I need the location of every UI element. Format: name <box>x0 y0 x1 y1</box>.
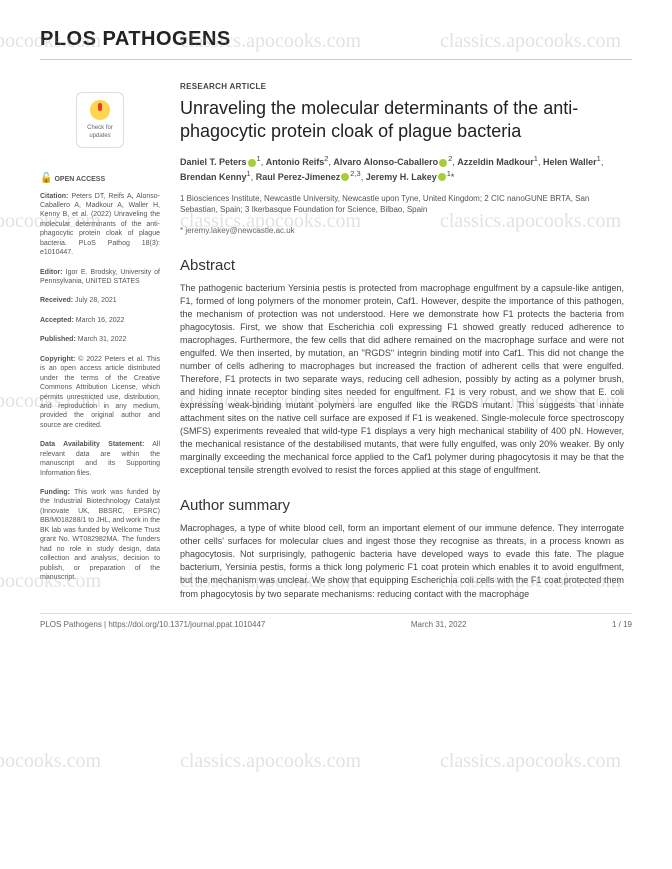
main-column: RESEARCH ARTICLE Unraveling the molecula… <box>180 82 632 621</box>
two-column-layout: Check for updates 🔓OPEN ACCESS Citation:… <box>40 82 632 621</box>
author-7: Raul Perez-Jimenez <box>256 172 341 182</box>
article-title: Unraveling the molecular determinants of… <box>180 97 624 142</box>
watermark-text: classics.apocooks.com <box>0 750 101 773</box>
funding-label: Funding: <box>40 489 70 496</box>
footer-doi: PLOS Pathogens | https://doi.org/10.1371… <box>40 620 265 629</box>
crossmark-icon <box>90 100 110 120</box>
watermark-text: classics.apocooks.com <box>440 750 621 773</box>
citation-text: Peters DT, Reifs A, Alonso-Caballero A, … <box>40 193 160 257</box>
author-summary-text: Macrophages, a type of white blood cell,… <box>180 522 624 600</box>
abstract-heading: Abstract <box>180 257 624 274</box>
article-type: RESEARCH ARTICLE <box>180 82 624 91</box>
author-6: Brendan Kenny <box>180 172 247 182</box>
accepted-label: Accepted: <box>40 317 74 324</box>
corresponding-email: * jeremy.lakey@newcastle.ac.uk <box>180 226 624 235</box>
published-text: March 31, 2022 <box>78 336 127 343</box>
received-block: Received: July 28, 2021 <box>40 296 160 305</box>
accepted-text: March 16, 2022 <box>76 317 125 324</box>
author-summary-heading: Author summary <box>180 497 624 514</box>
funding-block: Funding: This work was funded by the Ind… <box>40 488 160 582</box>
author-5: Helen Waller <box>543 157 597 167</box>
copyright-block: Copyright: © 2022 Peters et al. This is … <box>40 355 160 431</box>
copyright-text: © 2022 Peters et al. This is an open acc… <box>40 356 160 429</box>
footer-page: 1 / 19 <box>612 620 632 629</box>
author-8: Jeremy H. Lakey <box>366 172 437 182</box>
page-container: PLOS PATHOGENS Check for updates 🔓OPEN A… <box>0 0 672 643</box>
author-2: Antonio Reifs <box>266 157 325 167</box>
footer-date: March 31, 2022 <box>411 620 467 629</box>
abstract-text: The pathogenic bacterium Yersinia pestis… <box>180 282 624 478</box>
sidebar: Check for updates 🔓OPEN ACCESS Citation:… <box>40 82 160 621</box>
watermark-text: classics.apocooks.com <box>180 750 361 773</box>
received-text: July 28, 2021 <box>75 297 117 304</box>
copyright-label: Copyright: <box>40 356 75 363</box>
orcid-icon <box>341 173 349 181</box>
received-label: Received: <box>40 297 73 304</box>
accepted-block: Accepted: March 16, 2022 <box>40 316 160 325</box>
orcid-icon <box>439 159 447 167</box>
open-access-block: 🔓OPEN ACCESS <box>40 172 160 186</box>
orcid-icon <box>438 173 446 181</box>
published-block: Published: March 31, 2022 <box>40 335 160 344</box>
data-label: Data Availability Statement: <box>40 441 144 448</box>
author-3: Alvaro Alonso-Caballero <box>333 157 438 167</box>
journal-name: PLOS PATHOGENS <box>40 28 632 60</box>
check-updates-label: Check for updates <box>77 124 123 140</box>
funding-text: This work was funded by the Industrial B… <box>40 489 160 581</box>
citation-block: Citation: Peters DT, Reifs A, Alonso-Cab… <box>40 192 160 258</box>
citation-label: Citation: <box>40 193 68 200</box>
check-updates-badge[interactable]: Check for updates <box>76 92 124 148</box>
author-list: Daniel T. Peters1, Antonio Reifs2, Alvar… <box>180 154 624 183</box>
published-label: Published: <box>40 336 76 343</box>
author-1: Daniel T. Peters <box>180 157 247 167</box>
editor-block: Editor: Igor E. Brodsky, University of P… <box>40 268 160 287</box>
author-4: Azzeldin Madkour <box>457 157 534 167</box>
page-footer: PLOS Pathogens | https://doi.org/10.1371… <box>40 613 632 629</box>
affiliations: 1 Biosciences Institute, Newcastle Unive… <box>180 193 624 215</box>
open-access-label: OPEN ACCESS <box>54 176 105 183</box>
orcid-icon <box>248 159 256 167</box>
data-availability-block: Data Availability Statement: All relevan… <box>40 440 160 478</box>
lock-open-icon: 🔓 <box>40 173 52 184</box>
editor-label: Editor: <box>40 269 63 276</box>
